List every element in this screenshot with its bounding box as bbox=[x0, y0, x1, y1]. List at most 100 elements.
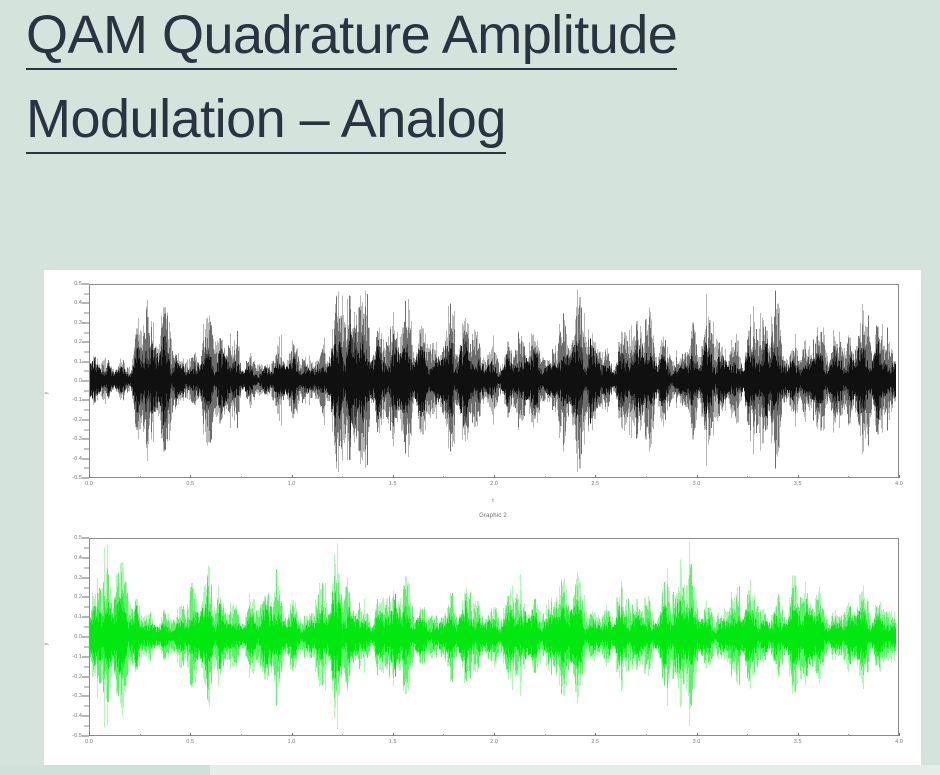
y-minor-tick-mark bbox=[84, 666, 89, 668]
y-minor-tick-mark bbox=[84, 467, 89, 469]
y-tick-label: 0.0 bbox=[74, 378, 82, 384]
x-tick-mark bbox=[190, 475, 192, 478]
x-tick-label: 4.0 bbox=[895, 739, 903, 745]
x-minor-tick-mark bbox=[544, 734, 546, 736]
y-tick-mark bbox=[82, 458, 89, 460]
x-tick-mark bbox=[797, 733, 799, 736]
y-minor-tick-mark bbox=[84, 587, 89, 588]
y-tick-label: -0.1 bbox=[72, 653, 82, 660]
y-tick-label: 0.1 bbox=[74, 614, 82, 621]
y-minor-tick-mark bbox=[84, 606, 89, 608]
x-minor-tick-mark bbox=[342, 476, 344, 478]
y-tick-label: -0.3 bbox=[72, 436, 82, 443]
y-minor-tick-mark bbox=[84, 567, 89, 569]
y-tick-label: 0.3 bbox=[74, 319, 82, 326]
x-minor-tick-mark bbox=[544, 476, 546, 478]
plot-area-chart-2 bbox=[89, 538, 899, 736]
bottom-strip bbox=[0, 765, 940, 775]
chart-demodulated-signal: y 0.5 0.4 0.3 0.2 0.1 0.0 -0.1 -0.2 -0.3 -0.4 -0.5… bbox=[43, 528, 921, 760]
x-minor-tick-mark bbox=[443, 476, 445, 478]
x-tick-mark bbox=[392, 475, 394, 478]
x-tick-mark bbox=[494, 733, 495, 736]
y-tick-label: -0.4 bbox=[72, 455, 82, 462]
x-tick-label: 2.0 bbox=[490, 481, 498, 487]
x-tick-label: 3.5 bbox=[793, 481, 802, 487]
bottom-strip-accent bbox=[0, 765, 210, 775]
y-tick-mark bbox=[82, 438, 89, 440]
x-minor-tick-mark bbox=[747, 476, 749, 478]
title-line-2-row: Modulation – Analog bbox=[26, 92, 916, 154]
y-tick-mark bbox=[82, 537, 89, 539]
x-tick-label: 2.5 bbox=[591, 481, 600, 487]
x-tick-label: 0.0 bbox=[85, 481, 93, 487]
y-minor-tick-mark bbox=[84, 705, 89, 707]
y-tick-mark bbox=[82, 477, 89, 479]
x-tick-mark bbox=[696, 733, 698, 736]
y-tick-mark bbox=[82, 399, 89, 401]
y-minor-tick-mark bbox=[84, 429, 89, 430]
y-tick-label: -0.1 bbox=[72, 397, 82, 404]
y-axis-label-chart-2: y bbox=[43, 642, 50, 646]
x-minor-tick-mark bbox=[240, 476, 242, 478]
x-tick-label: 0.0 bbox=[85, 739, 93, 745]
x-tick-mark bbox=[899, 733, 900, 736]
y-minor-tick-mark bbox=[84, 409, 89, 411]
x-tick-label: 1.0 bbox=[287, 481, 296, 487]
y-minor-tick-mark bbox=[84, 448, 89, 450]
x-tick-mark bbox=[595, 475, 597, 478]
x-tick-label: 1.5 bbox=[388, 481, 397, 487]
x-tick-mark bbox=[494, 475, 495, 478]
x-tick-mark bbox=[190, 733, 192, 736]
y-tick-mark bbox=[82, 302, 89, 304]
x-minor-tick-mark bbox=[645, 734, 647, 736]
x-axis-label-chart-1: t bbox=[492, 498, 494, 504]
y-minor-tick-mark bbox=[84, 725, 89, 727]
y-minor-tick-mark bbox=[84, 390, 89, 392]
x-tick-label: 0.5 bbox=[186, 739, 195, 745]
y-tick-label: 0.4 bbox=[74, 300, 82, 307]
y-tick-mark bbox=[82, 656, 89, 658]
y-tick-label: 0.3 bbox=[74, 574, 82, 581]
y-minor-tick-mark bbox=[84, 312, 89, 314]
y-tick-mark bbox=[82, 361, 89, 363]
x-tick-mark bbox=[89, 475, 90, 478]
y-minor-tick-mark bbox=[84, 370, 89, 372]
x-minor-tick-mark bbox=[443, 734, 445, 736]
y-tick-label: -0.2 bbox=[72, 673, 82, 680]
x-tick-mark bbox=[595, 733, 597, 736]
x-minor-tick-mark bbox=[342, 734, 344, 736]
x-tick-mark bbox=[89, 733, 90, 736]
y-tick-label: 0.2 bbox=[74, 339, 82, 346]
title-line-1-row: QAM Quadrature Amplitude bbox=[26, 8, 916, 70]
y-tick-mark bbox=[82, 715, 89, 717]
y-tick-mark bbox=[82, 616, 89, 618]
series-demodulated-signal bbox=[90, 582, 896, 688]
y-tick-mark bbox=[82, 636, 89, 638]
y-tick-mark bbox=[82, 557, 89, 559]
x-tick-label: 1.0 bbox=[287, 739, 296, 745]
chart-modulated-signal: y 0.5 0.4 0.3 0.2 0.1 0.0 -0.1 -0.2 -0.3 -0.4 -0.5… bbox=[43, 274, 921, 512]
y-axis-label-chart-1: y bbox=[43, 391, 50, 395]
y-minor-tick-mark bbox=[84, 626, 89, 628]
y-tick-label: -0.4 bbox=[72, 713, 82, 720]
y-minor-tick-mark bbox=[84, 332, 89, 333]
figure-caption: Graphic 2 bbox=[479, 513, 507, 519]
figure-card: y 0.5 0.4 0.3 0.2 0.1 0.0 -0.1 -0.2 -0.3 -0.4 -0.5… bbox=[43, 270, 921, 765]
y-tick-label: 0.0 bbox=[74, 634, 82, 640]
y-tick-mark bbox=[82, 676, 89, 678]
y-tick-label: 0.4 bbox=[74, 554, 82, 561]
y-tick-label: -0.5 bbox=[72, 475, 82, 481]
y-tick-label: 0.1 bbox=[74, 358, 82, 365]
y-minor-tick-mark bbox=[84, 547, 89, 549]
y-tick-mark bbox=[82, 695, 89, 697]
title-line-2: Modulation – Analog bbox=[26, 92, 506, 154]
x-minor-tick-mark bbox=[139, 734, 141, 736]
x-tick-mark bbox=[899, 475, 900, 478]
x-minor-tick-mark bbox=[848, 476, 850, 478]
x-tick-label: 2.0 bbox=[490, 739, 498, 745]
y-tick-label: -0.5 bbox=[72, 733, 82, 739]
x-tick-mark bbox=[291, 733, 293, 736]
x-tick-label: 3.0 bbox=[692, 739, 701, 745]
x-tick-mark bbox=[797, 475, 799, 478]
x-tick-mark bbox=[291, 475, 293, 478]
